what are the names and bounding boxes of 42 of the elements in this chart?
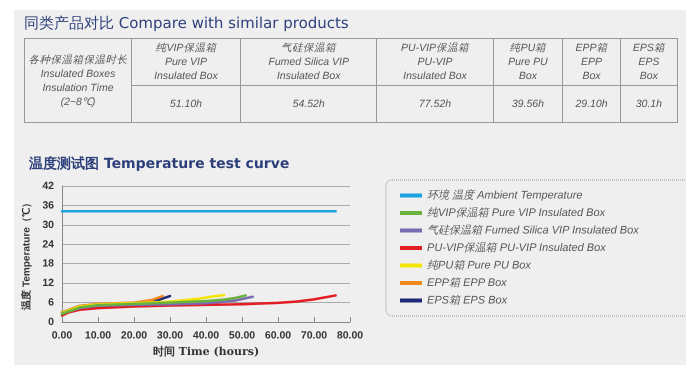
y-tick-label: 18 <box>42 258 54 270</box>
chart-title: 温度测试图 Temperature test curve <box>28 155 290 172</box>
y-tick-label: 36 <box>42 199 54 212</box>
x-tick-label: 40.00 <box>192 330 220 342</box>
y-tick-label: 0 <box>48 316 54 328</box>
x-tick-label: 50.00 <box>228 330 256 342</box>
text: EPP箱 EPP Box <box>562 38 620 86</box>
x-tick-label: 0.00 <box>52 330 72 342</box>
text: 同类产品对比 Compare with similar products <box>24 14 349 33</box>
legend-label: 环境 温度 Ambient Temperature <box>427 188 582 202</box>
text: 纯VIP保温箱 Pure VIP Insulated Box <box>132 38 240 86</box>
legend-label: EPS箱 EPS Box <box>427 294 508 306</box>
legend-label: EPP箱 EPP Box <box>427 277 508 289</box>
line-series <box>60 294 337 317</box>
x-tick-label: 10.00 <box>84 330 112 342</box>
text: 纯PU箱 Pure PU Box <box>493 38 563 86</box>
x-tick-label: 60.00 <box>264 330 292 342</box>
text: PU-VIP保温箱 PU-VIP Insulated Box <box>376 38 494 86</box>
legend-label: 气硅保温箱 Fumed Silica VIP Insulated Box <box>427 224 640 236</box>
x-axis-title: 时间 Time (hours) <box>152 344 260 358</box>
y-tick-label: 12 <box>42 277 54 290</box>
text: 各种保温箱保温时长 Insulated Boxes Insulation Time (2~8℃) <box>24 38 132 122</box>
x-tick-label: 30.00 <box>156 330 184 342</box>
x-tick-label: 80.00 <box>336 330 364 342</box>
text: 51.10h <box>132 86 240 122</box>
text: 77.52h <box>376 86 494 122</box>
legend-label: PU-VIP保温箱 PU-VIP Insulated Box <box>427 242 606 254</box>
x-tick-label: 20.00 <box>120 330 148 342</box>
x-tick-label: 70.00 <box>300 330 328 342</box>
text: 29.10h <box>562 86 620 122</box>
legend-label: 纯PU箱 Pure PU Box <box>427 260 532 272</box>
y-tick-label: 24 <box>42 238 54 250</box>
text: 54.52h <box>240 86 377 122</box>
text: 39.56h <box>493 86 563 122</box>
y-tick-label: 42 <box>42 180 54 192</box>
text: 30.1h <box>620 86 678 122</box>
y-tick-label: 6 <box>48 296 54 309</box>
legend-label: 纯VIP保温箱 Pure VIP Insulated Box <box>427 207 606 219</box>
y-tick-label: 30 <box>42 218 54 231</box>
y-axis-title: 温度 Temperature（℃） <box>20 198 32 311</box>
text: EPS箱 EPS Box <box>620 38 678 86</box>
text: 气硅保温箱 Fumed Silica VIP Insulated Box <box>240 38 377 86</box>
